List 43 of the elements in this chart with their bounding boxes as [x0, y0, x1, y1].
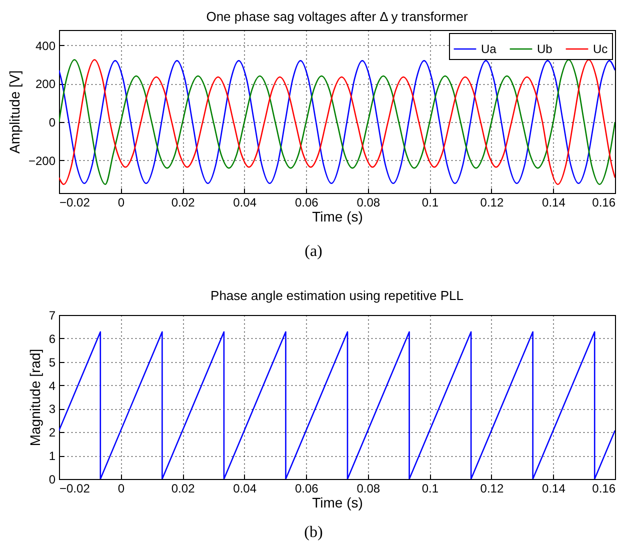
x-tick-label: 0.12	[480, 196, 504, 210]
legend-label: Uc	[593, 42, 608, 56]
y-tick-label: 7	[48, 308, 56, 322]
y-tick-label: 5	[48, 355, 56, 370]
chart-title: Phase angle estimation using repetitive PLL	[210, 288, 464, 303]
y-tick-label: 1	[48, 449, 56, 464]
x-tick-label: 0	[118, 196, 125, 210]
y-tick-label: 6	[48, 332, 56, 346]
y-tick-label: 3	[48, 402, 56, 416]
x-tick-label: −0.02	[60, 482, 90, 496]
x-tick-label: 0	[118, 482, 125, 496]
x-axis-title: Time (s)	[312, 208, 363, 224]
x-tick-label: 0.16	[592, 482, 616, 496]
legend-label: Ua	[481, 42, 497, 56]
x-tick-label: 0.12	[480, 482, 504, 496]
y-tick-label: −200	[28, 154, 56, 168]
y-axis-title: Magnitude [rad]	[26, 348, 43, 446]
y-tick-label: 2	[48, 426, 56, 440]
chart-title: One phase sag voltages after Δ y transformer	[206, 9, 468, 24]
y-tick-label: 400	[35, 38, 56, 53]
y-tick-label: 0	[48, 472, 56, 486]
x-tick-label: 0.08	[356, 482, 380, 496]
y-tick-label: 4	[48, 378, 56, 393]
x-tick-label: 0.06	[294, 196, 319, 210]
legend-label: Ub	[537, 42, 553, 56]
text: (b)	[303, 524, 324, 543]
x-tick-label: 0.02	[171, 196, 196, 210]
x-tick-label: −0.02	[60, 196, 90, 210]
x-tick-label: 0.14	[542, 196, 566, 210]
x-tick-label: 0.08	[356, 196, 380, 210]
y-tick-label: 0	[48, 116, 56, 130]
y-tick-label: 200	[35, 77, 56, 92]
x-tick-label: 0.14	[542, 482, 566, 496]
x-tick-label: 0.04	[233, 482, 257, 496]
x-tick-label: 0.16	[592, 196, 616, 210]
y-axis-title: Amplitude [V]	[6, 70, 22, 154]
x-tick-label: 0.02	[171, 482, 196, 496]
x-tick-label: 0.1	[422, 196, 439, 210]
x-tick-label: 0.04	[233, 196, 257, 210]
x-tick-label: 0.1	[422, 482, 439, 496]
x-axis-title: Time (s)	[312, 494, 363, 510]
x-tick-label: 0.06	[294, 482, 319, 496]
text: (a)	[304, 243, 324, 262]
